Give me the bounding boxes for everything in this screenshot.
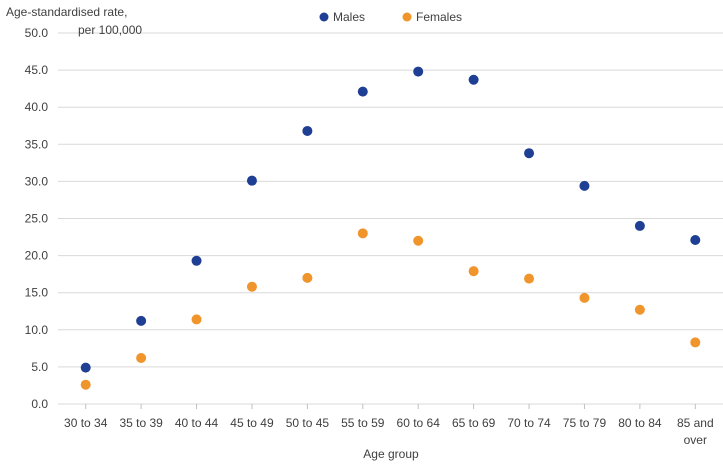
y-axis-title-line-2: per 100,000 xyxy=(78,23,142,37)
point-males xyxy=(634,220,645,231)
point-females xyxy=(524,273,535,284)
point-females xyxy=(246,281,257,292)
y-tick-label: 40.0 xyxy=(25,100,49,114)
x-tick-label: 35 to 39 xyxy=(119,416,163,430)
y-tick-label: 20.0 xyxy=(25,249,49,263)
x-tick-label: 40 to 44 xyxy=(175,416,219,430)
x-tick-label: 65 to 69 xyxy=(452,416,496,430)
legend-label-males: Males xyxy=(333,10,365,24)
y-axis-ticks: 0.0 5.0 10.0 15.0 20.0 25.0 30.0 35.0 40.0 45.0 50… xyxy=(25,26,49,411)
x-tick-label: 50 to 45 xyxy=(286,416,330,430)
x-tick-label: 30 to 34 xyxy=(64,416,108,430)
point-females xyxy=(579,292,590,303)
point-males xyxy=(413,66,424,77)
point-males xyxy=(302,125,313,136)
y-tick-label: 45.0 xyxy=(25,63,49,77)
x-tick-label: 45 to 49 xyxy=(230,416,274,430)
y-tick-label: 30.0 xyxy=(25,174,49,188)
y-axis-title-line-1: Age-standardised rate, xyxy=(6,5,127,19)
y-tick-label: 0.0 xyxy=(31,397,48,411)
point-females xyxy=(413,235,424,246)
point-males xyxy=(136,315,147,326)
x-tick-label: 60 to 64 xyxy=(397,416,441,430)
point-males xyxy=(80,362,91,373)
x-axis-title: Age group xyxy=(363,447,419,461)
x-tick-label: 75 to 79 xyxy=(563,416,607,430)
data-points xyxy=(80,66,701,390)
point-females xyxy=(468,266,479,277)
point-females xyxy=(80,379,91,390)
y-tick-label: 15.0 xyxy=(25,286,49,300)
point-females xyxy=(357,228,368,239)
point-males xyxy=(246,175,257,186)
legend-label-females: Females xyxy=(416,10,462,24)
point-males xyxy=(579,180,590,191)
y-tick-label: 50.0 xyxy=(25,26,49,40)
x-tick-label: 80 to 84 xyxy=(618,416,662,430)
y-tick-label: 10.0 xyxy=(25,323,49,337)
point-females xyxy=(690,337,701,348)
point-females xyxy=(191,314,202,325)
x-axis-ticks: 30 to 34 35 to 39 40 to 44 45 to 49 50 to 45… xyxy=(64,404,714,447)
point-males xyxy=(524,148,535,159)
y-tick-label: 25.0 xyxy=(25,212,49,226)
legend-marker-males xyxy=(319,12,329,22)
legend: Males Females xyxy=(319,10,462,24)
point-males xyxy=(468,74,479,85)
y-tick-label: 35.0 xyxy=(25,137,49,151)
grid xyxy=(58,32,723,405)
y-tick-label: 5.0 xyxy=(31,360,48,374)
point-females xyxy=(302,272,313,283)
point-females xyxy=(136,352,147,363)
point-males xyxy=(690,235,701,246)
point-females xyxy=(634,304,645,315)
point-males xyxy=(191,255,202,266)
x-tick-label: 55 to 59 xyxy=(341,416,385,430)
point-males xyxy=(357,86,368,97)
x-tick-label: 70 to 74 xyxy=(507,416,551,430)
x-tick-label: over xyxy=(684,433,707,447)
legend-marker-females xyxy=(402,12,412,22)
x-tick-label: 85 and xyxy=(677,416,714,430)
